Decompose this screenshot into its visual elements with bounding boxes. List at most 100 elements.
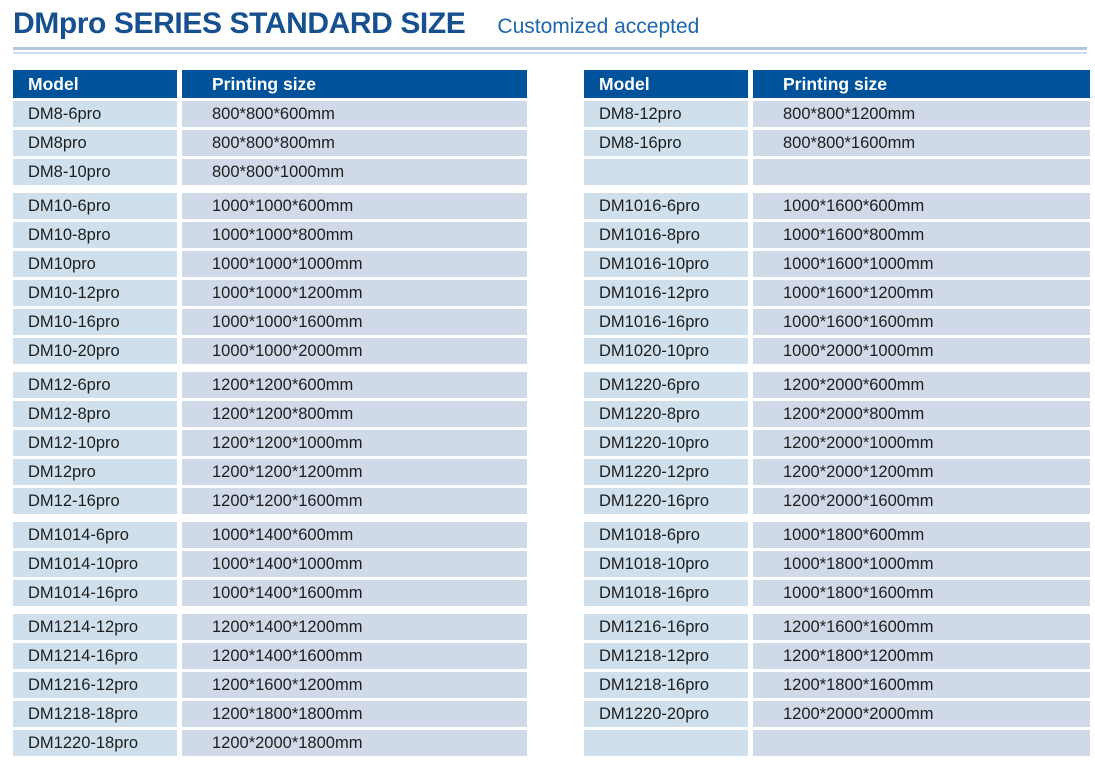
size-table-right: Model Printing size DM8-12pro 800*800*1200m…	[584, 70, 1090, 764]
table-row: DM1220-8pro 1200*2000*800mm	[584, 401, 1090, 427]
printing-size-cell: 800*800*1600mm	[753, 130, 1090, 156]
table-row: DM1214-12pro 1200*1400*1200mm	[13, 614, 527, 640]
model-cell: DM8pro	[13, 130, 177, 156]
table-group: DM1018-6pro 1000*1800*600mm DM1018-10pro 10…	[584, 522, 1090, 606]
tables-container: Model Printing size DM8-6pro 800*800*600mm D…	[13, 70, 1095, 764]
table-header-row: Model Printing size	[584, 70, 1090, 98]
model-cell: DM1220-8pro	[584, 401, 748, 427]
table-row: DM10-12pro 1000*1000*1200mm	[13, 280, 527, 306]
model-cell: DM1218-18pro	[13, 701, 177, 727]
column-header-model: Model	[13, 70, 177, 98]
table-row: DM1016-8pro 1000*1600*800mm	[584, 222, 1090, 248]
model-cell: DM1016-12pro	[584, 280, 748, 306]
model-cell: DM1216-16pro	[584, 614, 748, 640]
model-cell: DM1218-12pro	[584, 643, 748, 669]
table-row: DM10-6pro 1000*1000*600mm	[13, 193, 527, 219]
model-cell: DM1014-10pro	[13, 551, 177, 577]
printing-size-cell: 1200*2000*1600mm	[753, 488, 1090, 514]
table-row: DM12pro 1200*1200*1200mm	[13, 459, 527, 485]
model-cell: DM8-12pro	[584, 101, 748, 127]
printing-size-cell: 1000*1600*1600mm	[753, 309, 1090, 335]
table-row: DM8pro 800*800*800mm	[13, 130, 527, 156]
model-cell: DM10-8pro	[13, 222, 177, 248]
header-divider	[13, 47, 1087, 54]
model-cell: DM1018-10pro	[584, 551, 748, 577]
printing-size-cell: 1200*1800*1600mm	[753, 672, 1090, 698]
model-cell: DM1020-10pro	[584, 338, 748, 364]
model-cell: DM1214-16pro	[13, 643, 177, 669]
printing-size-cell: 1000*1600*600mm	[753, 193, 1090, 219]
table-row: DM10-20pro 1000*1000*2000mm	[13, 338, 527, 364]
printing-size-cell: 1000*1000*1200mm	[182, 280, 527, 306]
model-cell	[584, 730, 748, 756]
printing-size-cell: 1000*1800*600mm	[753, 522, 1090, 548]
table-row: DM12-8pro 1200*1200*800mm	[13, 401, 527, 427]
table-row: DM1016-6pro 1000*1600*600mm	[584, 193, 1090, 219]
table-row: DM1018-10pro 1000*1800*1000mm	[584, 551, 1090, 577]
table-row: DM1218-18pro 1200*1800*1800mm	[13, 701, 527, 727]
table-row: DM8-6pro 800*800*600mm	[13, 101, 527, 127]
model-cell: DM12pro	[13, 459, 177, 485]
printing-size-cell: 1200*1200*600mm	[182, 372, 527, 398]
printing-size-cell: 1000*1800*1600mm	[753, 580, 1090, 606]
printing-size-cell: 1200*2000*2000mm	[753, 701, 1090, 727]
model-cell: DM8-16pro	[584, 130, 748, 156]
table-row: DM1214-16pro 1200*1400*1600mm	[13, 643, 527, 669]
printing-size-cell: 1200*2000*1800mm	[182, 730, 527, 756]
printing-size-cell: 1000*1400*600mm	[182, 522, 527, 548]
printing-size-cell: 800*800*1000mm	[182, 159, 527, 185]
table-row: DM12-10pro 1200*1200*1000mm	[13, 430, 527, 456]
printing-size-cell: 1200*1200*800mm	[182, 401, 527, 427]
table-row: DM1018-6pro 1000*1800*600mm	[584, 522, 1090, 548]
table-row: DM12-6pro 1200*1200*600mm	[13, 372, 527, 398]
table-group: DM1216-16pro 1200*1600*1600mm DM1218-12pro…	[584, 614, 1090, 756]
model-cell: DM10-6pro	[13, 193, 177, 219]
model-cell: DM1018-16pro	[584, 580, 748, 606]
table-row: DM1220-12pro 1200*2000*1200mm	[584, 459, 1090, 485]
table-group: DM1014-6pro 1000*1400*600mm DM1014-10pro 10…	[13, 522, 527, 606]
model-cell: DM1220-10pro	[584, 430, 748, 456]
model-cell: DM1220-12pro	[584, 459, 748, 485]
printing-size-cell: 1200*2000*800mm	[753, 401, 1090, 427]
printing-size-cell	[753, 730, 1090, 756]
divider-line-top	[13, 47, 1087, 50]
model-cell: DM1016-8pro	[584, 222, 748, 248]
model-cell: DM1018-6pro	[584, 522, 748, 548]
printing-size-cell: 1000*1400*1600mm	[182, 580, 527, 606]
table-row: DM1220-6pro 1200*2000*600mm	[584, 372, 1090, 398]
model-cell: DM1220-16pro	[584, 488, 748, 514]
table-row: DM1014-16pro 1000*1400*1600mm	[13, 580, 527, 606]
table-row: DM8-16pro 800*800*1600mm	[584, 130, 1090, 156]
table-row: DM1020-10pro 1000*2000*1000mm	[584, 338, 1090, 364]
printing-size-cell: 800*800*600mm	[182, 101, 527, 127]
table-row: DM1220-18pro 1200*2000*1800mm	[13, 730, 527, 756]
table-row: DM12-16pro 1200*1200*1600mm	[13, 488, 527, 514]
table-row: DM1218-12pro 1200*1800*1200mm	[584, 643, 1090, 669]
table-row: DM1016-10pro 1000*1600*1000mm	[584, 251, 1090, 277]
model-cell: DM8-6pro	[13, 101, 177, 127]
model-cell: DM1214-12pro	[13, 614, 177, 640]
table-row: DM10-8pro 1000*1000*800mm	[13, 222, 527, 248]
column-header-model: Model	[584, 70, 748, 98]
model-cell: DM1216-12pro	[13, 672, 177, 698]
model-cell: DM1014-16pro	[13, 580, 177, 606]
model-cell: DM1014-6pro	[13, 522, 177, 548]
printing-size-cell: 1000*1000*800mm	[182, 222, 527, 248]
model-cell: DM1016-6pro	[584, 193, 748, 219]
model-cell: DM1218-16pro	[584, 672, 748, 698]
printing-size-cell: 1000*2000*1000mm	[753, 338, 1090, 364]
size-table-left: Model Printing size DM8-6pro 800*800*600mm D…	[13, 70, 527, 764]
page-header: DMpro SERIES STANDARD SIZE Customized ac…	[0, 0, 1095, 41]
model-cell: DM12-6pro	[13, 372, 177, 398]
model-cell: DM10pro	[13, 251, 177, 277]
model-cell: DM1220-18pro	[13, 730, 177, 756]
printing-size-cell	[753, 159, 1090, 185]
model-cell: DM12-16pro	[13, 488, 177, 514]
printing-size-cell: 1000*1800*1000mm	[753, 551, 1090, 577]
printing-size-cell: 1000*1000*600mm	[182, 193, 527, 219]
page-subtitle: Customized accepted	[497, 15, 700, 38]
printing-size-cell: 800*800*800mm	[182, 130, 527, 156]
table-row: DM1216-12pro 1200*1600*1200mm	[13, 672, 527, 698]
table-group: DM1214-12pro 1200*1400*1200mm DM1214-16pro…	[13, 614, 527, 756]
